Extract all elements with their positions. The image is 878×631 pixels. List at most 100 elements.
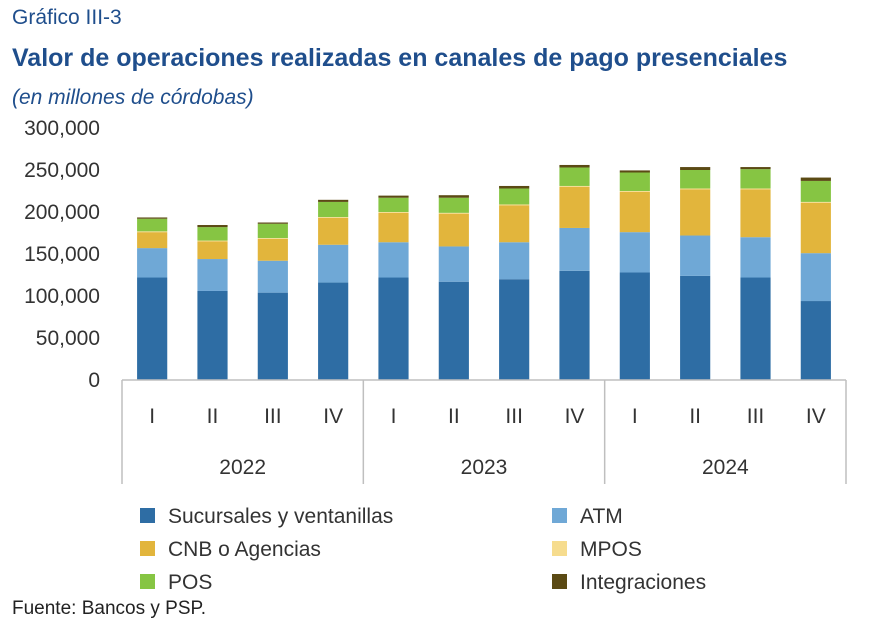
bar-segment (197, 290, 228, 380)
bar-segment (619, 272, 650, 380)
bar-segment (197, 241, 228, 260)
bar-segment (197, 259, 228, 291)
legend-swatch (552, 541, 567, 556)
y-tick-label: 50,000 (36, 327, 100, 350)
bar-segment (559, 227, 590, 271)
legend-swatch (140, 574, 155, 589)
bar-segment (740, 277, 771, 380)
bar-segment (740, 167, 771, 170)
x-tick-label: II (689, 405, 701, 428)
bar-segment (800, 201, 831, 203)
x-tick-label: II (207, 405, 219, 428)
bar-segment (137, 248, 168, 278)
bar-segment (800, 202, 831, 254)
bar-segment (559, 167, 590, 186)
bar-segment (197, 227, 228, 241)
x-tick-label: III (747, 405, 765, 428)
bar-segment (137, 218, 168, 232)
bar-segment (740, 189, 771, 238)
bar-segment (499, 188, 530, 205)
y-tick-label: 250,000 (24, 159, 100, 182)
bar-segment (499, 185, 530, 189)
x-group-label: 2024 (702, 456, 749, 479)
legend-label: Sucursales y ventanillas (168, 505, 393, 528)
bar-segment (378, 212, 409, 213)
bar-segment (740, 169, 771, 189)
bar-segment (619, 172, 650, 191)
bar-segment (137, 277, 168, 380)
bar-segment (499, 205, 530, 243)
bar-segment (499, 204, 530, 206)
bar-segment (499, 279, 530, 380)
bar-segment (257, 223, 288, 239)
bar-segment (378, 197, 409, 212)
bar-segment (257, 222, 288, 224)
bar-segment (559, 186, 590, 228)
bar-segment (559, 270, 590, 380)
bar-segment (800, 301, 831, 380)
x-tick-label: IV (565, 405, 585, 428)
chart-kicker: Gráfico III-3 (12, 6, 122, 29)
y-tick-label: 150,000 (24, 243, 100, 266)
bar-segment (197, 225, 228, 228)
legend-swatch (140, 508, 155, 523)
legend-label: CNB o Agencias (168, 538, 321, 561)
legend-label: ATM (580, 505, 623, 528)
x-tick-label: I (149, 405, 155, 428)
bar-segment (680, 235, 711, 276)
bar-segment (619, 170, 650, 173)
x-tick-label: I (632, 405, 638, 428)
bar-segment (438, 213, 469, 247)
x-group-label: 2023 (461, 456, 508, 479)
bar-segment (438, 246, 469, 282)
bar-segment (257, 260, 288, 293)
x-tick-label: III (264, 405, 282, 428)
bar-segment (438, 195, 469, 198)
y-tick-label: 300,000 (24, 117, 100, 140)
bar-segment (378, 195, 409, 198)
bar-segment (137, 217, 168, 219)
bar-segment (438, 197, 469, 213)
x-tick-label: I (391, 405, 397, 428)
bar-segment (619, 232, 650, 273)
legend-label: Integraciones (580, 571, 706, 594)
y-tick-label: 200,000 (24, 201, 100, 224)
bar-segment (257, 238, 288, 261)
y-tick-label: 0 (88, 369, 100, 392)
chart-title: Valor de operaciones realizadas en canal… (12, 44, 788, 72)
legend-label: MPOS (580, 538, 642, 561)
bar-segment (740, 237, 771, 278)
bar-segment (137, 231, 168, 233)
bar-segment (318, 217, 349, 245)
legend-label: POS (168, 571, 212, 594)
bar-segment (800, 180, 831, 202)
x-tick-label: III (505, 405, 523, 428)
bar-segment (499, 242, 530, 280)
bar-segment (619, 191, 650, 192)
bar-segment (680, 170, 711, 189)
bar-segment (680, 167, 711, 170)
bar-segment (378, 242, 409, 278)
bar-segment (257, 292, 288, 380)
bar-segment (378, 212, 409, 243)
bar-segment (438, 212, 469, 214)
bar-segment (137, 232, 168, 249)
chart-source: Fuente: Bancos y PSP. (12, 598, 206, 619)
bar-segment (559, 164, 590, 168)
legend-swatch (140, 541, 155, 556)
bar-segment (378, 277, 409, 380)
bar-segment (318, 201, 349, 218)
bar-segment (680, 189, 711, 236)
bar-segment (438, 281, 469, 380)
bar-segment (318, 244, 349, 283)
bar-segment (318, 282, 349, 380)
bar-segment (257, 238, 288, 239)
bar-segment (197, 240, 228, 242)
bar-segment (559, 185, 590, 187)
bar-segment (318, 217, 349, 218)
bar-segment (740, 188, 771, 190)
chart-subtitle: (en millones de córdobas) (12, 86, 254, 109)
bar-segment (619, 191, 650, 233)
x-tick-label: II (448, 405, 460, 428)
